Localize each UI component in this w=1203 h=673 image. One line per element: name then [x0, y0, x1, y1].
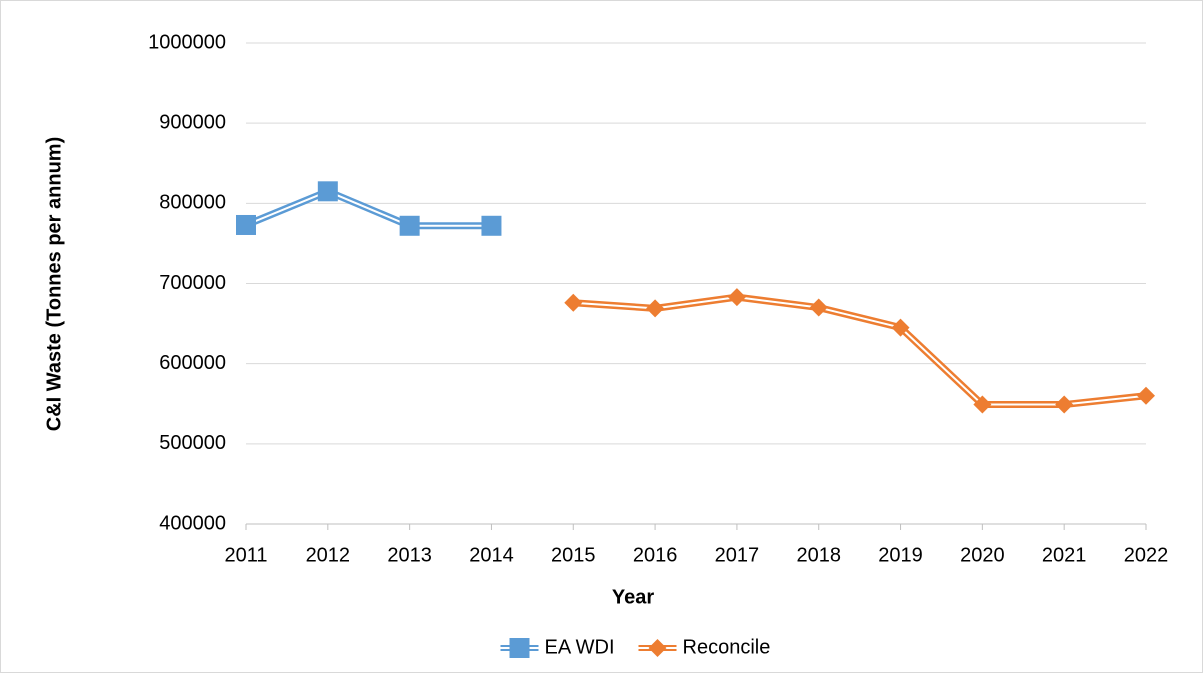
y-tick-label: 500000: [159, 432, 226, 454]
y-axis-title: C&I Waste (Tonnes per annum): [43, 137, 65, 431]
data-point: [1055, 395, 1074, 414]
data-point: [973, 395, 992, 414]
x-axis-title: Year: [612, 586, 654, 608]
x-tick-label: 2018: [796, 544, 841, 566]
x-tick-label: 2012: [306, 544, 351, 566]
x-tick-label: 2021: [1042, 544, 1087, 566]
y-tick-label: 600000: [159, 352, 226, 374]
legend-label: EA WDI: [545, 636, 615, 658]
data-point: [891, 318, 910, 337]
x-tick-label: 2019: [878, 544, 923, 566]
data-point: [646, 299, 665, 318]
data-point: [236, 214, 256, 235]
x-tick-label: 2022: [1124, 544, 1169, 566]
x-tick-label: 2011: [224, 544, 267, 566]
data-point: [727, 288, 746, 307]
data-point: [564, 293, 583, 312]
y-tick-label: 1000000: [148, 31, 226, 53]
x-tick-label: 2014: [469, 544, 514, 566]
y-tick-label: 400000: [159, 512, 226, 534]
data-point: [481, 215, 502, 236]
y-tick-label: 900000: [159, 111, 226, 133]
data-point: [317, 181, 338, 202]
legend-marker: [509, 638, 530, 658]
data-point: [399, 215, 420, 236]
data-point: [1137, 386, 1155, 405]
series-line-inner: [245, 190, 492, 227]
legend-marker: [648, 639, 667, 657]
data-point: [809, 298, 828, 317]
x-tick-label: 2013: [387, 544, 432, 566]
x-tick-label: 2015: [551, 544, 596, 566]
x-tick-label: 2016: [633, 544, 678, 566]
series-line-inner: [573, 296, 1147, 406]
x-tick-label: 2020: [960, 544, 1005, 566]
x-tick-label: 2017: [715, 544, 760, 566]
y-tick-label: 700000: [159, 272, 226, 294]
y-tick-label: 800000: [159, 192, 226, 214]
legend-label: Reconcile: [683, 636, 771, 658]
